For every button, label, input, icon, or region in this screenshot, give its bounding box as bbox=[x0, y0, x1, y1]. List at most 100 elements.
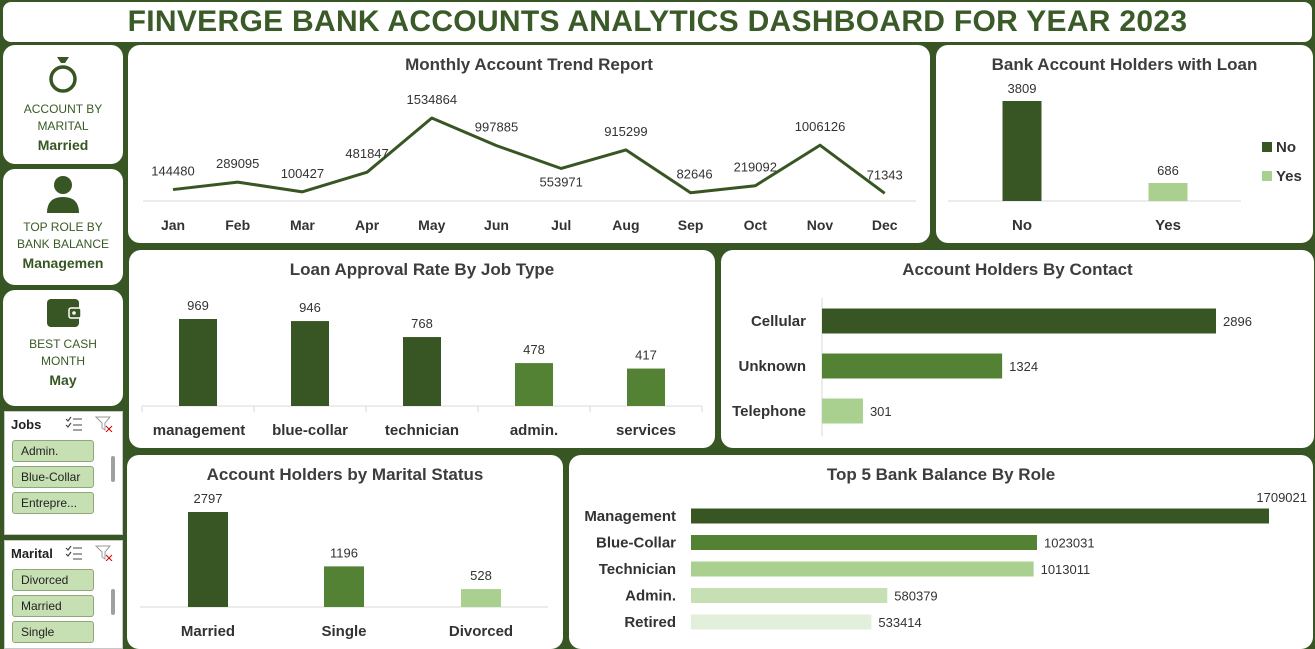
page-title: FINVERGE BANK ACCOUNTS ANALYTICS DASHBOA… bbox=[127, 5, 1188, 38]
data-label: 969 bbox=[187, 298, 209, 313]
loan-holders-card: Bank Account Holders with Loan 3809 No 686… bbox=[936, 45, 1313, 243]
data-label: 481847 bbox=[345, 146, 388, 161]
bar bbox=[822, 308, 1216, 334]
multi-select-icon[interactable] bbox=[65, 545, 83, 561]
chart-title: Loan Approval Rate By Job Type bbox=[289, 260, 555, 279]
kpi-value: Married bbox=[37, 137, 89, 153]
tick-label: Mar bbox=[290, 217, 315, 233]
kpi-label: ACCOUNT BY MARITAL bbox=[23, 102, 103, 133]
clear-filter-icon[interactable] bbox=[95, 416, 113, 432]
data-label: 1023031 bbox=[1044, 536, 1095, 551]
wallet-icon bbox=[47, 299, 82, 327]
bar bbox=[1002, 101, 1042, 201]
tick-label: Divorced bbox=[449, 623, 513, 640]
jobs-slicer[interactable]: Jobs Admin. Blue-Collar Entrepre... bbox=[4, 411, 123, 535]
slicer-scrollbar[interactable] bbox=[111, 456, 115, 482]
bar bbox=[822, 398, 863, 424]
multi-select-icon[interactable] bbox=[65, 416, 83, 432]
tick-label: No bbox=[1012, 217, 1032, 234]
marital-status-chart: 2797 Married 1196 Single 528 Divorced bbox=[140, 491, 548, 640]
data-label: 289095 bbox=[216, 156, 259, 171]
marital-slicer[interactable]: Marital Divorced Married Single bbox=[4, 540, 123, 649]
data-label: 997885 bbox=[475, 120, 518, 135]
tick-label: admin. bbox=[510, 422, 558, 439]
tick-label: Jan bbox=[161, 217, 185, 233]
data-label: 553971 bbox=[540, 174, 583, 189]
data-label: 82646 bbox=[677, 167, 713, 182]
slicer-item-divorced[interactable]: Divorced bbox=[12, 569, 94, 591]
tick-label: Unknown bbox=[739, 358, 807, 375]
bar bbox=[291, 321, 329, 406]
bank-balance-card: Top 5 Bank Balance By Role 1709021 Manage… bbox=[569, 455, 1313, 649]
data-label: 417 bbox=[635, 348, 657, 363]
tick-label: Technician bbox=[599, 561, 676, 578]
header-banner: FINVERGE BANK ACCOUNTS ANALYTICS DASHBOA… bbox=[3, 2, 1312, 42]
kpi-label: BEST CASH MONTH bbox=[29, 337, 97, 368]
slicer-item-admin[interactable]: Admin. bbox=[12, 440, 94, 462]
chart-title: Account Holders By Contact bbox=[902, 260, 1133, 279]
bar bbox=[324, 566, 364, 607]
tick-label: May bbox=[418, 217, 445, 233]
data-label: 2797 bbox=[194, 491, 223, 506]
tick-label: Aug bbox=[612, 217, 639, 233]
data-label: 528 bbox=[470, 568, 492, 583]
tick-label: Feb bbox=[225, 217, 250, 233]
data-label: 478 bbox=[523, 342, 545, 357]
tick-label: Apr bbox=[355, 217, 380, 233]
slicer-header: Jobs bbox=[5, 412, 122, 436]
slicer-scrollbar[interactable] bbox=[111, 589, 115, 615]
marital-status-card: Account Holders by Marital Status 2797 Ma… bbox=[127, 455, 563, 649]
tick-label: Retired bbox=[624, 614, 676, 631]
monthly-trend-chart: 144480 Jan 289095 Feb 100427 Mar 481847 Apr 1534… bbox=[143, 92, 916, 233]
slicer-item-blue-collar[interactable]: Blue-Collar bbox=[12, 466, 94, 488]
chart-title: Bank Account Holders with Loan bbox=[991, 55, 1258, 74]
data-label: 686 bbox=[1157, 163, 1179, 178]
data-label: 219092 bbox=[734, 160, 777, 175]
contact-card: Account Holders By Contact 2896 Cellular 1… bbox=[721, 250, 1314, 448]
slicer-title: Jobs bbox=[11, 416, 42, 432]
data-label: 3809 bbox=[1008, 81, 1037, 96]
loan-holders-chart: 3809 No 686 Yes No Yes bbox=[948, 81, 1302, 234]
bar bbox=[822, 353, 1003, 379]
data-label: 1709021 bbox=[1256, 490, 1307, 505]
tick-label: Sep bbox=[678, 217, 704, 233]
clear-filter-icon[interactable] bbox=[95, 545, 113, 561]
bar bbox=[627, 368, 665, 406]
kpi-card-cash-month: BEST CASH MONTH May bbox=[3, 290, 123, 406]
data-label: 144480 bbox=[151, 164, 194, 179]
slicer-item-single[interactable]: Single bbox=[12, 621, 94, 643]
data-label: 2896 bbox=[1223, 314, 1252, 329]
tick-label: technician bbox=[385, 422, 459, 439]
bar bbox=[461, 589, 501, 607]
bar bbox=[179, 319, 217, 406]
data-label: 1006126 bbox=[795, 119, 846, 134]
bar bbox=[188, 512, 228, 607]
person-icon bbox=[47, 176, 79, 213]
bar bbox=[403, 337, 441, 406]
data-label: 768 bbox=[411, 316, 433, 331]
bar bbox=[691, 561, 1034, 577]
ring-icon bbox=[49, 57, 77, 93]
bar bbox=[1148, 182, 1188, 201]
chart-title: Top 5 Bank Balance By Role bbox=[826, 465, 1056, 484]
kpi-card-marital: ACCOUNT BY MARITAL Married bbox=[3, 45, 123, 164]
legend-swatch bbox=[1262, 171, 1272, 181]
tick-label: Oct bbox=[744, 217, 768, 233]
data-label: 1324 bbox=[1009, 359, 1038, 374]
data-label: 1534864 bbox=[406, 92, 457, 107]
tick-label: Dec bbox=[872, 217, 898, 233]
data-label: 301 bbox=[870, 404, 892, 419]
slicer-title: Marital bbox=[11, 545, 53, 561]
bar bbox=[691, 508, 1269, 524]
kpi-card-top-role: TOP ROLE BY BANK BALANCE Managemen bbox=[3, 169, 123, 285]
slicer-item-entrepreneur[interactable]: Entrepre... bbox=[12, 492, 94, 514]
tick-label: Management bbox=[584, 508, 676, 525]
data-label: 71343 bbox=[867, 167, 903, 182]
loan-approval-chart: 969 management 946 blue-collar 768 technician… bbox=[141, 298, 703, 439]
kpi-label: TOP ROLE BY BANK BALANCE bbox=[16, 220, 110, 251]
slicer-item-married[interactable]: Married bbox=[12, 595, 94, 617]
bar bbox=[691, 535, 1037, 550]
tick-label: Telephone bbox=[732, 403, 806, 420]
tick-label: management bbox=[153, 422, 246, 439]
tick-label: blue-collar bbox=[272, 422, 348, 439]
